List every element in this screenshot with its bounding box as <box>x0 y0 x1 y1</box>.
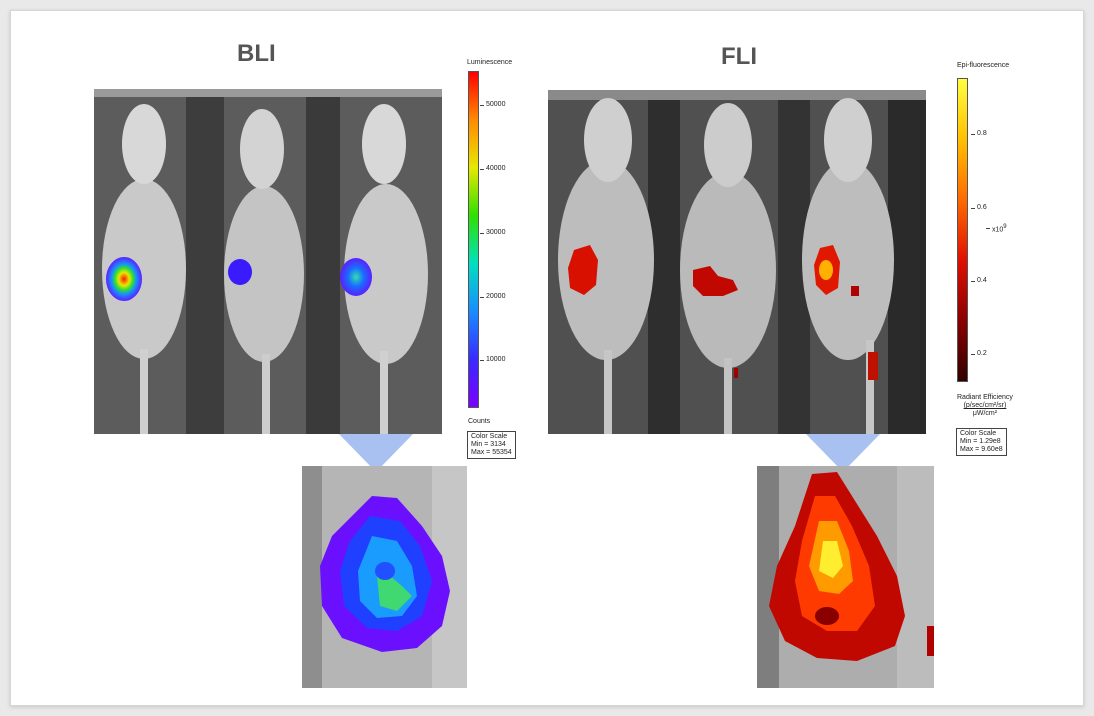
fli-exponent-power: 9 <box>1003 224 1007 230</box>
bli-tick-30000: 30000 <box>479 229 506 236</box>
fli-unit-line-2: (p/sec/cm²/sr) <box>963 402 1007 409</box>
bli-box-max: Max = 55354 <box>471 449 512 456</box>
bli-box-title: Color Scale <box>471 433 508 440</box>
fli-unit-label: Radiant Efficiency (p/sec/cm²/sr) μW/cm² <box>957 394 1013 418</box>
fli-exponent-base: x10 <box>992 226 1004 234</box>
bli-signal-2 <box>228 259 252 285</box>
fli-box-max: Max = 9.60e8 <box>960 446 1003 453</box>
bli-color-scale-box: Color Scale Min = 3134 Max = 55354 <box>467 431 516 459</box>
fli-box-title: Color Scale <box>960 430 997 437</box>
fli-tick-0-8: 0.8 <box>971 130 987 137</box>
bli-mice-image <box>94 89 442 434</box>
fli-signal-1 <box>568 245 598 295</box>
fli-signal-2 <box>693 266 738 296</box>
bli-tick-10000: 10000 <box>479 356 506 363</box>
fli-color-bar <box>957 78 968 382</box>
bli-heading: BLI <box>237 40 276 67</box>
fli-tick-0-6: 0.6 <box>971 204 987 211</box>
fli-unit-line-3: μW/cm² <box>972 410 998 417</box>
fli-scale-title: Epi-fluorescence <box>957 62 1010 69</box>
bli-tick-50000: 50000 <box>479 101 506 108</box>
fli-zoom-pointer <box>806 434 880 472</box>
bli-signal-3 <box>340 258 372 296</box>
bli-color-bar <box>468 71 479 408</box>
bli-scale-title: Luminescence <box>467 59 513 66</box>
fli-unit-line-1: Radiant Efficiency <box>957 394 1013 401</box>
fli-tick-0-4: 0.4 <box>971 277 987 284</box>
fli-zoom-image <box>757 466 934 688</box>
fli-box-min: Min = 1.29e8 <box>960 438 1001 445</box>
fli-heading: FLI <box>721 43 757 70</box>
bli-signal-1 <box>106 257 142 301</box>
bli-tick-20000: 20000 <box>479 293 506 300</box>
bli-zoom-image <box>302 466 467 688</box>
fli-exponent-label: x109 <box>986 224 1007 234</box>
fli-color-scale-box: Color Scale Min = 1.29e8 Max = 9.60e8 <box>956 428 1007 456</box>
fli-mice-image <box>548 90 926 434</box>
bli-box-min: Min = 3134 <box>471 441 506 448</box>
bli-unit-label: Counts <box>468 418 491 425</box>
fli-tick-0-2: 0.2 <box>971 350 987 357</box>
bli-zoom-pointer <box>339 434 413 472</box>
bli-tick-40000: 40000 <box>479 165 506 172</box>
